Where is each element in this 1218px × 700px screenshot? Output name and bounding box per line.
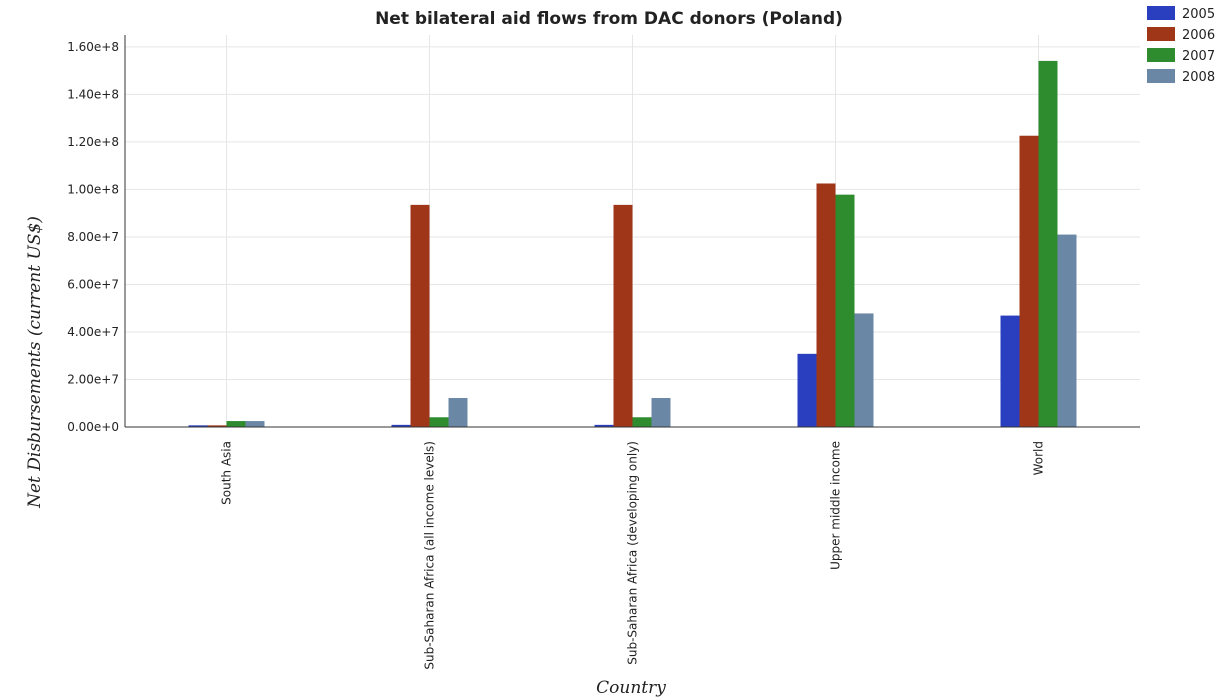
chart-title: Net bilateral aid flows from DAC donors … xyxy=(375,9,843,29)
y-tick-label: 1.60e+8 xyxy=(67,40,119,54)
bar-2006 xyxy=(614,205,633,427)
x-tick-label: South Asia xyxy=(220,441,234,505)
legend-label: 2005 xyxy=(1182,7,1215,22)
y-tick-label: 1.20e+8 xyxy=(67,135,119,149)
y-axis-label: Net Disbursements (current US$) xyxy=(25,216,45,509)
y-tick-label: 6.00e+7 xyxy=(67,277,119,291)
bar-2005 xyxy=(798,354,817,427)
x-tick-label: World xyxy=(1032,441,1046,475)
x-tick-label: Sub-Saharan Africa (all income levels) xyxy=(423,441,437,670)
legend-label: 2008 xyxy=(1182,70,1215,85)
x-tick-label: Upper middle income xyxy=(829,441,843,570)
legend: 2005 2006 2007 2008 xyxy=(1147,6,1215,85)
x-axis-label: Country xyxy=(596,678,666,698)
bar-2008 xyxy=(855,313,874,427)
axes: 0.00e+0 2.00e+7 4.00e+7 6.00e+7 8.00e+7 1.00e… xyxy=(67,35,1140,670)
y-tick-label: 2.00e+7 xyxy=(67,372,119,386)
legend-swatch xyxy=(1147,48,1175,62)
legend-label: 2007 xyxy=(1182,49,1215,64)
legend-swatch xyxy=(1147,69,1175,83)
y-tick-label: 4.00e+7 xyxy=(67,325,119,339)
bar-2007 xyxy=(430,417,449,427)
bar-2006 xyxy=(1020,136,1039,427)
bar-2008 xyxy=(1058,235,1077,427)
bar-2006 xyxy=(817,183,836,427)
bar-2008 xyxy=(652,398,671,427)
bar-2005 xyxy=(1001,316,1020,427)
y-tick-label: 1.40e+8 xyxy=(67,87,119,101)
legend-swatch xyxy=(1147,27,1175,41)
bar-2007 xyxy=(227,421,246,427)
bar-2007 xyxy=(1039,61,1058,427)
bar-2008 xyxy=(246,421,265,427)
bar-2007 xyxy=(633,417,652,427)
bar-2006 xyxy=(411,205,430,427)
y-tick-label: 0.00e+0 xyxy=(67,420,119,434)
legend-swatch xyxy=(1147,6,1175,20)
bar-2008 xyxy=(449,398,468,427)
y-tick-label: 8.00e+7 xyxy=(67,230,119,244)
bar-2007 xyxy=(836,195,855,427)
x-tick-label: Sub-Saharan Africa (developing only) xyxy=(626,441,640,665)
legend-label: 2006 xyxy=(1182,28,1215,43)
y-tick-label: 1.00e+8 xyxy=(67,182,119,196)
